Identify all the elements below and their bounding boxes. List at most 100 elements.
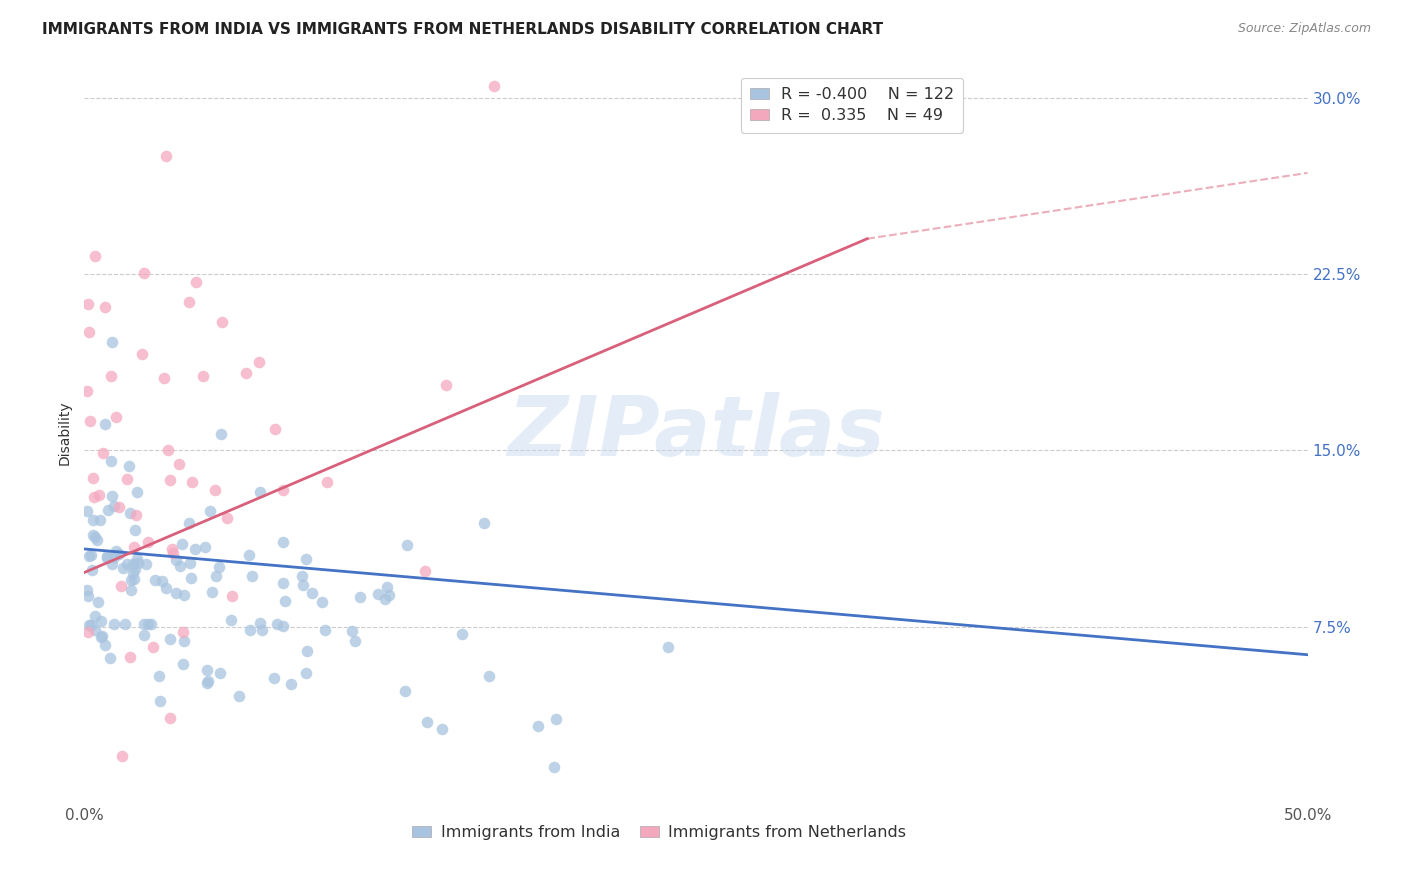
Point [155, 582, 177, 596]
Point [103, 499, 125, 513]
Point [83, 609, 105, 624]
Point [544, 712, 567, 726]
Point [82, 563, 104, 577]
Point [77, 549, 100, 564]
Point [195, 676, 218, 690]
Point [219, 613, 242, 627]
Point [86, 533, 108, 547]
Point [103, 617, 125, 632]
Point [280, 677, 302, 691]
Point [96, 550, 118, 565]
Point [120, 573, 142, 587]
Point [204, 569, 226, 583]
Point [82, 514, 104, 528]
Point [235, 366, 257, 380]
Point [118, 650, 141, 665]
Point [200, 504, 222, 518]
Point [373, 592, 395, 607]
Point [474, 516, 496, 530]
Point [201, 585, 224, 599]
Point [76, 384, 98, 399]
Point [274, 594, 297, 608]
Point [131, 347, 153, 361]
Point [527, 719, 550, 733]
Point [484, 78, 506, 93]
Point [249, 485, 271, 500]
Point [180, 571, 202, 585]
Point [292, 578, 315, 592]
Point [162, 546, 184, 560]
Text: Source: ZipAtlas.com: Source: ZipAtlas.com [1237, 22, 1371, 36]
Point [416, 715, 439, 730]
Text: ZIPatlas: ZIPatlas [508, 392, 884, 473]
Point [197, 673, 219, 688]
Point [100, 557, 122, 571]
Point [173, 634, 195, 648]
Point [271, 575, 294, 590]
Point [311, 595, 333, 609]
Point [169, 558, 191, 573]
Point [172, 625, 194, 640]
Point [101, 335, 124, 350]
Point [208, 559, 231, 574]
Point [152, 574, 174, 589]
Point [343, 634, 366, 648]
Point [340, 624, 363, 638]
Point [76, 589, 98, 603]
Point [135, 557, 157, 571]
Point [110, 749, 132, 764]
Point [415, 564, 437, 578]
Point [657, 640, 679, 655]
Point [115, 557, 138, 571]
Point [159, 632, 181, 646]
Point [94, 300, 117, 314]
Point [122, 540, 145, 554]
Point [177, 516, 200, 530]
Point [180, 475, 202, 489]
Point [239, 623, 262, 637]
Point [103, 549, 125, 564]
Point [93, 417, 115, 432]
Point [96, 549, 118, 563]
Point [434, 377, 457, 392]
Point [117, 472, 139, 486]
Point [83, 623, 105, 637]
Point [80, 617, 103, 632]
Point [105, 544, 128, 558]
Point [127, 557, 149, 571]
Point [193, 368, 215, 383]
Point [82, 471, 104, 485]
Point [100, 453, 122, 467]
Point [173, 588, 195, 602]
Point [263, 672, 285, 686]
Point [430, 722, 453, 736]
Point [266, 616, 288, 631]
Point [105, 409, 128, 424]
Point [89, 488, 111, 502]
Point [242, 568, 264, 582]
Point [139, 616, 162, 631]
Point [377, 580, 399, 594]
Point [153, 370, 176, 384]
Point [76, 504, 98, 518]
Point [111, 560, 134, 574]
Point [209, 666, 232, 681]
Point [124, 523, 146, 537]
Point [221, 589, 243, 603]
Point [165, 585, 187, 599]
Point [136, 617, 159, 632]
Point [84, 530, 107, 544]
Point [114, 617, 136, 632]
Point [132, 617, 155, 632]
Point [122, 557, 145, 571]
Point [76, 582, 98, 597]
Point [98, 651, 121, 665]
Point [314, 624, 336, 638]
Point [90, 630, 112, 644]
Point [172, 657, 194, 671]
Point [132, 628, 155, 642]
Legend: Immigrants from India, Immigrants from Netherlands: Immigrants from India, Immigrants from N… [406, 819, 912, 847]
Point [91, 445, 114, 459]
Point [316, 475, 339, 489]
Point [118, 458, 141, 473]
